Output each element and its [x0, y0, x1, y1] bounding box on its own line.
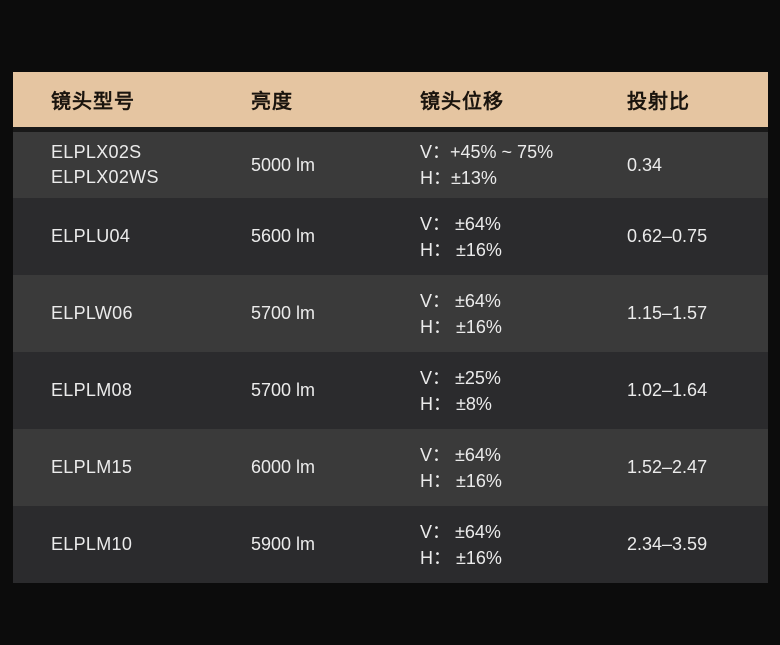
throw-ratio-cell: 0.62–0.75: [627, 226, 708, 246]
throw-ratio-cell: 0.34: [627, 154, 663, 175]
brightness-cell: 5700 lm: [251, 303, 316, 323]
column-header-brightness: 亮度: [251, 91, 293, 113]
brightness-cell: 5000 lm: [251, 154, 316, 175]
table-row: ELPLX02S ELPLX02WS 5000 lm V：+45% ~ 75% …: [13, 132, 768, 198]
table-row: ELPLU04 5600 lm V： ±64% H： ±16% 0.62–0.7…: [13, 198, 768, 275]
lens-model-cell: ELPLM10: [51, 534, 133, 554]
lens-shift-cell: V：+45% ~ 75% H：±13%: [420, 142, 554, 188]
throw-ratio-cell: 2.34–3.59: [627, 534, 708, 554]
throw-ratio-cell: 1.02–1.64: [627, 380, 708, 400]
table-row: ELPLM15 6000 lm V： ±64% H： ±16% 1.52–2.4…: [13, 429, 768, 506]
table-row: ELPLM10 5900 lm V： ±64% H： ±16% 2.34–3.5…: [13, 506, 768, 583]
lens-spec-table: 镜头型号 亮度 镜头位移 投射比 ELPLX02S ELPLX02WS 5000…: [13, 72, 768, 583]
lens-model-cell: ELPLX02S ELPLX02WS: [51, 142, 159, 187]
throw-ratio-cell: 1.15–1.57: [627, 303, 708, 323]
lens-shift-cell: V： ±64% H： ±16%: [420, 290, 502, 337]
column-header-lens-model: 镜头型号: [51, 91, 135, 113]
lens-model-cell: ELPLU04: [51, 226, 131, 246]
brightness-cell: 5700 lm: [251, 380, 316, 400]
lens-shift-cell: V： ±64% H： ±16%: [420, 521, 502, 568]
table-row: ELPLM08 5700 lm V： ±25% H： ±8% 1.02–1.64: [13, 352, 768, 429]
brightness-cell: 6000 lm: [251, 457, 316, 477]
brightness-cell: 5600 lm: [251, 226, 316, 246]
lens-model-cell: ELPLM15: [51, 457, 133, 477]
lens-shift-cell: V： ±64% H： ±16%: [420, 213, 502, 260]
lens-model-cell: ELPLM08: [51, 380, 133, 400]
table-header-row: 镜头型号 亮度 镜头位移 投射比: [13, 72, 768, 132]
brightness-cell: 5900 lm: [251, 534, 316, 554]
lens-shift-cell: V： ±25% H： ±8%: [420, 367, 501, 414]
lens-shift-cell: V： ±64% H： ±16%: [420, 444, 502, 491]
throw-ratio-cell: 1.52–2.47: [627, 457, 708, 477]
column-header-lens-shift: 镜头位移: [420, 91, 504, 113]
table-row: ELPLW06 5700 lm V： ±64% H： ±16% 1.15–1.5…: [13, 275, 768, 352]
column-header-throw-ratio: 投射比: [627, 91, 690, 113]
lens-model-cell: ELPLW06: [51, 303, 133, 323]
